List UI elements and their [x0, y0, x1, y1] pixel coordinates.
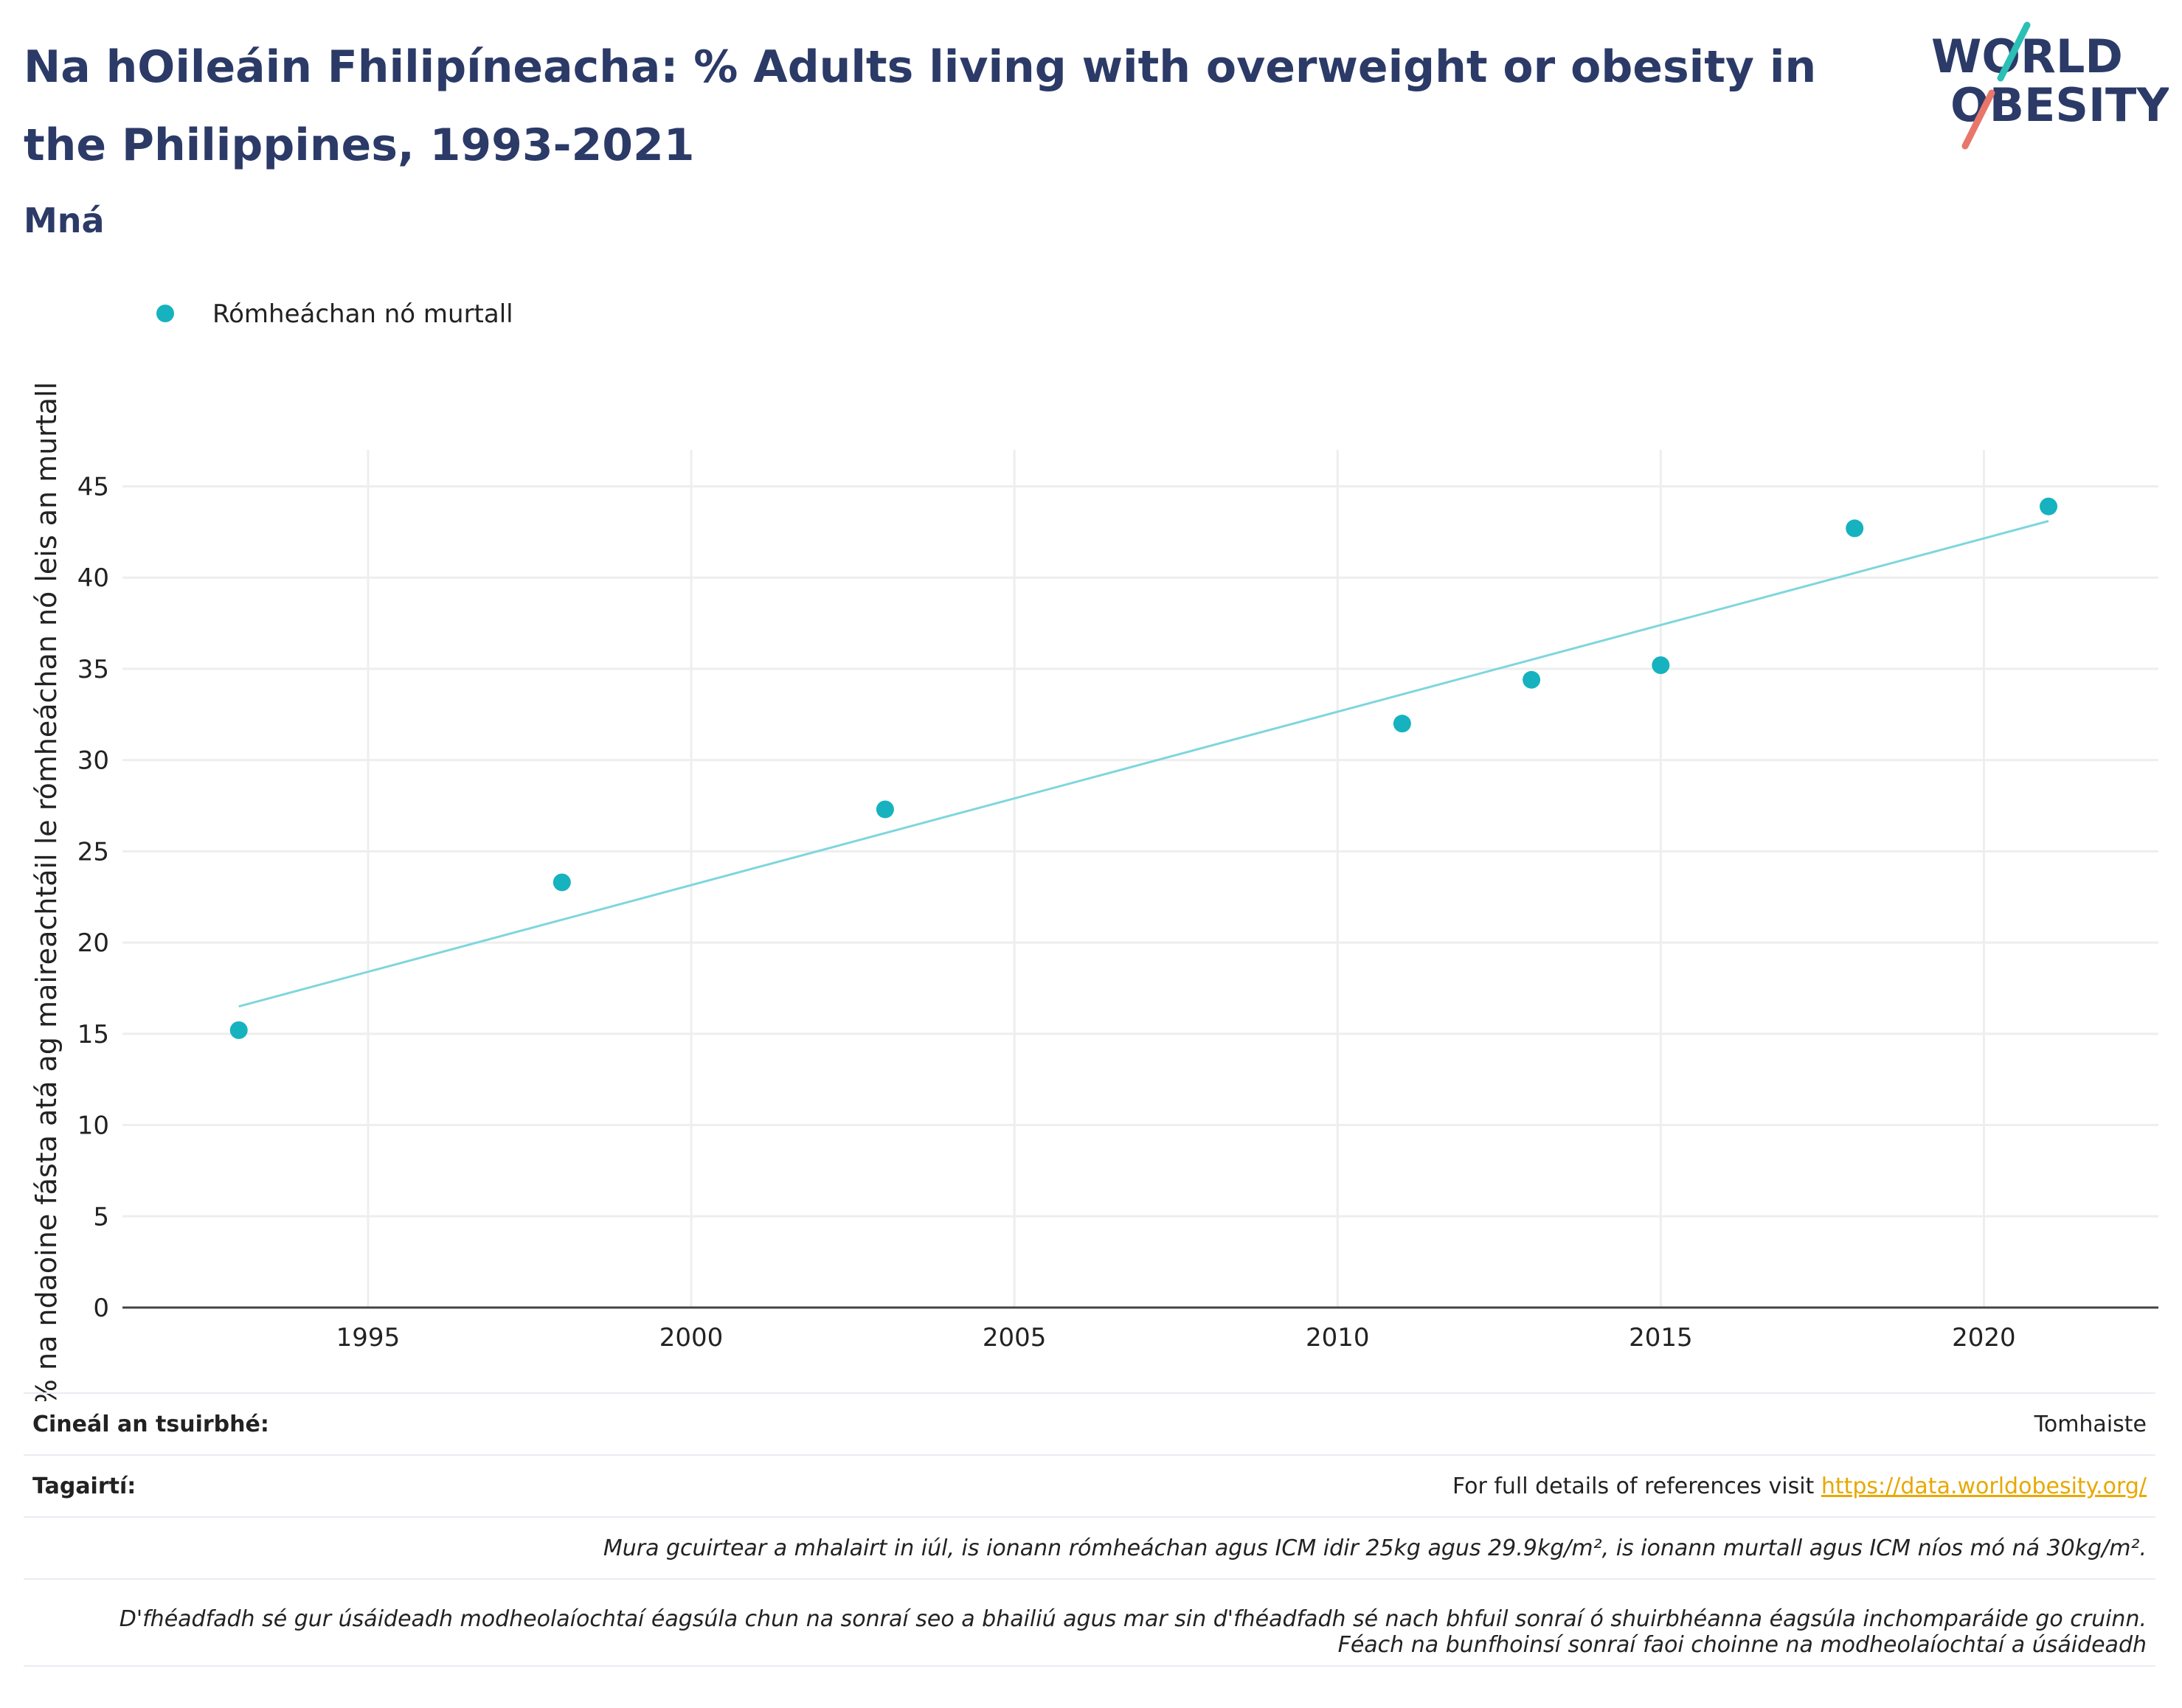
references-text: For full details of references visit [1452, 1473, 1821, 1499]
y-tick-label: 15 [77, 1020, 109, 1049]
legend: Rómheáchan nó murtall [156, 299, 513, 329]
y-tick-label: 20 [77, 928, 109, 958]
x-tick-label: 1995 [336, 1323, 401, 1353]
data-point [553, 873, 571, 892]
y-axis-label: % na ndaoine fásta atá ag maireachtáil l… [30, 382, 63, 1401]
data-point [1846, 519, 1864, 538]
y-tick-label: 45 [77, 472, 109, 501]
x-tick-label: 2015 [1629, 1323, 1693, 1353]
data-point [1652, 656, 1670, 674]
data-point [1523, 670, 1541, 689]
gridlines [122, 450, 2158, 1308]
chart-area: 0 5 10 15 20 25 30 35 40 45 1995 2000 2005 2010 2015 20… [30, 299, 2158, 1401]
trend-line-group [238, 520, 2049, 1008]
chart-title: Na hOileáin Fhilipíneacha: % Adults livi… [24, 41, 1817, 171]
survey-type-value: Tomhaiste [2034, 1411, 2147, 1437]
x-tick-label: 2005 [983, 1323, 1047, 1353]
logo-line1: WORLD [1931, 29, 2123, 83]
references-key: Tagairtí: [32, 1473, 136, 1499]
references-value: For full details of references visit htt… [1452, 1473, 2147, 1499]
methodology-note-2: Féach na bunfhoinsí sonraí faoi choinne … [1337, 1632, 2147, 1658]
footer: Cineál an tsuirbhé: Tomhaiste Tagairtí: … [24, 1392, 2155, 1667]
chart-subtitle: Mná [24, 201, 105, 240]
data-point [229, 1021, 248, 1039]
axes: 0 5 10 15 20 25 30 35 40 45 1995 2000 2005 2010 2015 20… [77, 472, 2158, 1353]
methodology-note-1: D'fhéadfadh sé gur úsáideadh modheolaíoc… [119, 1606, 2147, 1632]
legend-marker [156, 305, 174, 322]
methodology-note-row: D'fhéadfadh sé gur úsáideadh modheolaíoc… [24, 1578, 2155, 1667]
y-tick-label: 10 [77, 1111, 109, 1141]
data-points [229, 497, 2058, 1039]
y-tick-label: 30 [77, 746, 109, 776]
y-tick-label: 35 [77, 655, 109, 684]
legend-label: Rómheáchan nó murtall [212, 299, 513, 329]
x-tick-label: 2020 [1952, 1323, 2016, 1353]
y-tick-label: 25 [77, 837, 109, 867]
y-tick-label: 40 [77, 563, 109, 593]
y-tick-label: 5 [93, 1202, 109, 1232]
references-row: Tagairtí: For full details of references… [24, 1454, 2155, 1516]
definition-note: Mura gcuirtear a mhalairt in iúl, is ion… [603, 1535, 2147, 1561]
x-tick-label: 2000 [659, 1323, 724, 1353]
y-tick-label: 0 [93, 1294, 109, 1323]
definition-note-row: Mura gcuirtear a mhalairt in iúl, is ion… [24, 1516, 2155, 1578]
references-link[interactable]: https://data.worldobesity.org/ [1821, 1473, 2147, 1499]
survey-type-key: Cineál an tsuirbhé: [32, 1411, 269, 1437]
survey-type-row: Cineál an tsuirbhé: Tomhaiste [24, 1392, 2155, 1454]
x-tick-label: 2010 [1306, 1323, 1370, 1353]
data-point [2040, 497, 2058, 515]
data-point [876, 800, 894, 819]
data-point [1393, 715, 1411, 733]
trend-line [238, 520, 2049, 1008]
world-obesity-logo: WORLD OBESITY [1931, 21, 2169, 150]
